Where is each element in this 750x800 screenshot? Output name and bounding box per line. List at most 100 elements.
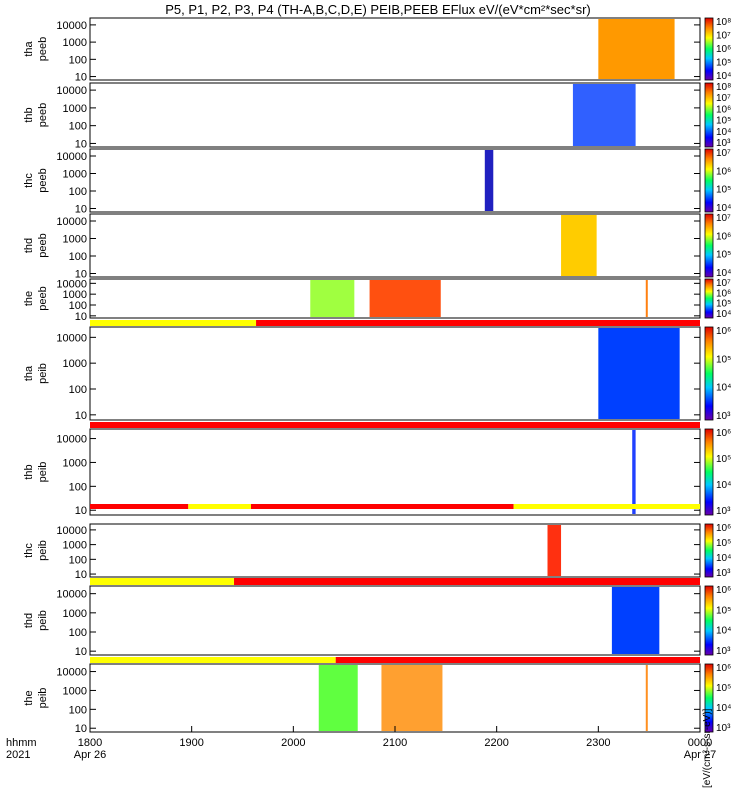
colorbar-tick-label: 10⁵ [716, 538, 731, 549]
data-block [598, 19, 675, 79]
y-tick-label: 10000 [56, 85, 87, 97]
colorbar-tick-label: 10⁵ [716, 605, 731, 616]
colorbar-tick-label: 10³ [716, 506, 731, 517]
data-block [572, 84, 636, 146]
x-tick-label: 1800 [78, 737, 102, 749]
mode-bar-segment [90, 504, 189, 509]
colorbar-tick-label: 10⁸ [716, 82, 731, 93]
colorbar [704, 663, 714, 733]
y-tick-label: 100 [69, 186, 87, 198]
colorbar-tick-label: 10⁴ [716, 309, 731, 320]
y-tick-label: 10 [75, 646, 87, 658]
colorbar [704, 148, 714, 213]
y-tick-label: 10 [75, 138, 87, 150]
colorbar [704, 585, 714, 656]
y-tick-label: 10000 [56, 434, 87, 446]
panel-label: thc [23, 543, 35, 558]
panel-frame [89, 523, 701, 578]
colorbar-tick-label: 10⁷ [716, 278, 731, 289]
colorbar-tick-label: 10⁴ [716, 703, 731, 714]
y-tick-label: 1000 [63, 169, 87, 181]
colorbar-tick-label: 10⁴ [716, 626, 731, 637]
colorbar [704, 428, 714, 516]
mode-bar-segment [90, 578, 235, 585]
mode-bar-segment [250, 504, 514, 509]
panel-label: thb [23, 107, 35, 122]
colorbar-tick-label: 10⁷ [716, 148, 731, 159]
data-block [645, 665, 648, 731]
colorbar-tick-label: 10⁵ [716, 354, 731, 365]
panel-label: peeb [37, 37, 49, 61]
panel-label: the [23, 291, 35, 306]
colorbar-tick-label: 10⁵ [716, 299, 731, 310]
panel-thc-peib: 10 100 1000 10000 thc peib 10³ 10⁴ 10⁵ 10⁶ [23, 523, 731, 581]
y-tick-label: 1000 [63, 103, 87, 115]
x-date-label: Apr 26 [74, 749, 106, 761]
panel-label: the [23, 690, 35, 705]
colorbar-tick-label: 10³ [716, 568, 731, 579]
y-tick-label: 10 [75, 569, 87, 581]
colorbar [704, 523, 714, 578]
x-tick-label: 2100 [383, 737, 407, 749]
colorbar-tick-label: 10³ [716, 411, 731, 422]
y-tick-label: 1000 [63, 37, 87, 49]
colorbar-tick-label: 10⁶ [716, 44, 731, 55]
y-tick-label: 100 [69, 251, 87, 263]
panel-label: tha [23, 365, 35, 381]
y-tick-label: 10000 [56, 278, 87, 290]
panel-label: thd [23, 613, 35, 628]
panel-label: peeb [37, 233, 49, 257]
y-tick-label: 10000 [56, 525, 87, 537]
colorbar-tick-label: 10⁶ [716, 166, 731, 177]
mode-bar-segment [188, 504, 251, 509]
y-tick-label: 100 [69, 554, 87, 566]
colorbar-tick-label: 10⁷ [716, 93, 731, 104]
colorbar-tick-label: 10⁵ [716, 454, 731, 465]
data-block [611, 587, 660, 654]
x-tick-label: 1900 [179, 737, 203, 749]
y-tick-label: 1000 [63, 234, 87, 246]
colorbar-tick-label: 10⁸ [716, 17, 731, 28]
x-row-label: 2021 [6, 749, 30, 761]
data-block [310, 280, 355, 317]
y-tick-label: 1000 [63, 685, 87, 697]
mode-bar-segment [513, 504, 700, 509]
colorbar-tick-label: 10³ [716, 138, 731, 149]
mode-bar-segment [234, 578, 700, 585]
data-block [632, 430, 636, 514]
mode-bar-segment [90, 320, 257, 326]
y-tick-label: 10000 [56, 151, 87, 163]
mode-bar-segment [256, 320, 700, 326]
y-tick-label: 1000 [63, 358, 87, 370]
y-tick-label: 10 [75, 505, 87, 517]
panel-label: peeb [37, 168, 49, 192]
colorbar-tick-label: 10⁵ [716, 683, 731, 694]
y-tick-label: 10 [75, 269, 87, 281]
y-tick-label: 100 [69, 384, 87, 396]
y-tick-label: 10000 [56, 20, 87, 32]
y-tick-label: 100 [69, 121, 87, 133]
panel-thc-peeb: 10 100 1000 10000 thc peeb 10⁴ 10⁵ 10⁶ 10⁷ [23, 148, 731, 216]
y-tick-label: 10 [75, 311, 87, 323]
y-tick-label: 10 [75, 410, 87, 422]
colorbar [704, 17, 714, 81]
x-tick-label: 0000 [688, 737, 712, 749]
mode-bar-segment [90, 422, 700, 428]
colorbar [704, 82, 714, 148]
y-tick-label: 100 [69, 54, 87, 66]
panel-thb-peib: 10 100 1000 10000 thb peib 10³ 10⁴ 10⁵ 10⁶ [23, 428, 731, 517]
colorbar-tick-label: 10⁷ [716, 31, 731, 42]
panel-label: peeb [37, 103, 49, 127]
y-tick-label: 1000 [63, 289, 87, 301]
panel-thd-peeb: 10 100 1000 10000 thd peeb 10⁴ 10⁵ 10⁶ 10⁷ [23, 213, 731, 281]
colorbar-tick-label: 10⁶ [716, 523, 731, 534]
y-tick-label: 100 [69, 300, 87, 312]
panel-label: thc [23, 173, 35, 188]
colorbar-tick-label: 10⁴ [716, 71, 731, 82]
x-tick-label: 2200 [484, 737, 508, 749]
panel-tha-peib: 10 100 1000 10000 tha peib 10³ 10⁴ 10⁵ 10⁶ [23, 326, 731, 422]
colorbar [704, 278, 714, 319]
panel-frame [89, 213, 701, 278]
